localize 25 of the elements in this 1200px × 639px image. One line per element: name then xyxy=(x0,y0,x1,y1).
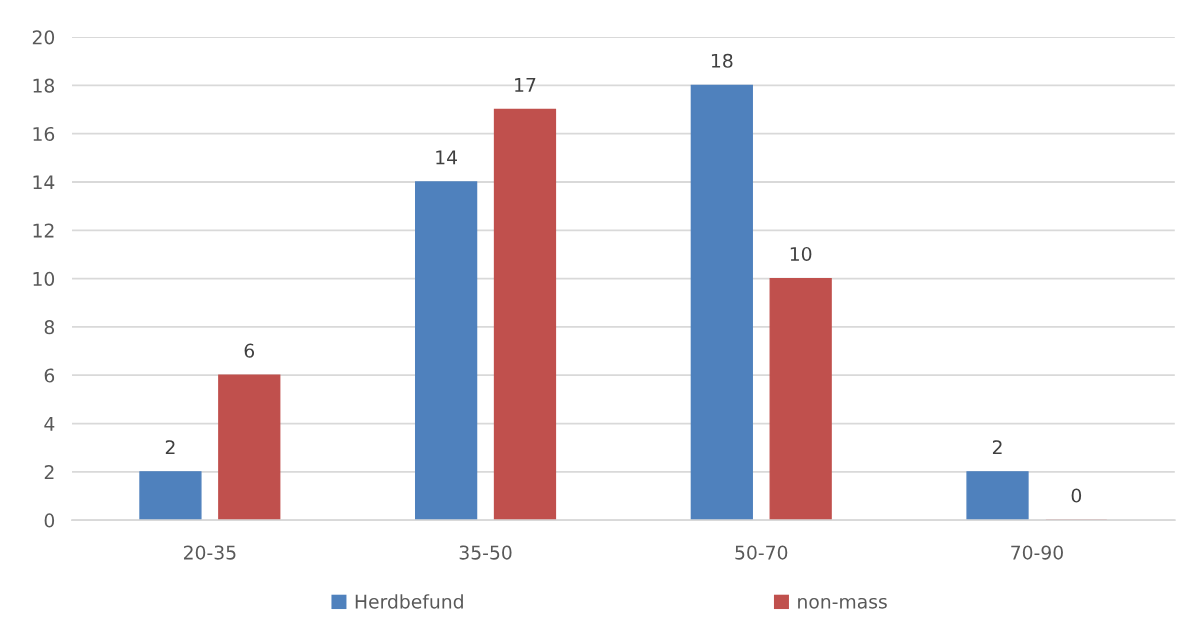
y-tick-label: 4 xyxy=(44,416,55,431)
y-tick-label: 6 xyxy=(44,368,55,383)
legend-label: non-mass xyxy=(798,597,887,609)
legend-label: Herdbefund xyxy=(355,594,463,609)
y-tick-label: 2 xyxy=(44,465,54,479)
x-tick-label: 70-90 xyxy=(1011,545,1063,560)
y-tick-label: 8 xyxy=(44,320,55,335)
y-tick-label: 16 xyxy=(33,126,55,142)
data-label: 2 xyxy=(165,440,175,455)
data-label: 18 xyxy=(711,53,733,68)
data-label: 0 xyxy=(1071,488,1082,503)
y-tick-label: 14 xyxy=(33,175,55,190)
data-label: 6 xyxy=(244,343,255,358)
data-label: 2 xyxy=(992,440,1002,455)
x-tick-label: 50-70 xyxy=(735,545,788,560)
x-tick-label: 35-50 xyxy=(459,545,512,560)
y-tick-label: 12 xyxy=(33,223,54,238)
data-label: 14 xyxy=(436,150,457,165)
y-tick-label: 18 xyxy=(33,78,55,93)
data-label: 10 xyxy=(790,246,812,262)
y-tick-label: 10 xyxy=(33,271,55,286)
data-label: 17 xyxy=(515,78,536,92)
y-tick-label: 20 xyxy=(32,30,55,45)
y-tick-label: 0 xyxy=(44,513,55,528)
x-tick-label: 20-35 xyxy=(183,545,236,560)
